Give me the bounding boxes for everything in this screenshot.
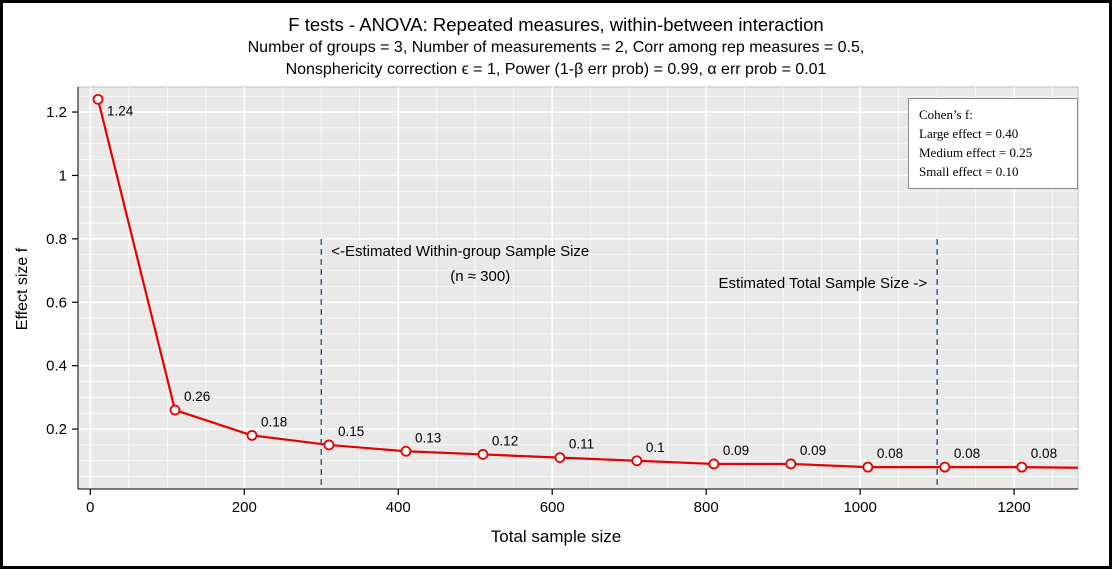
x-tick-label: 400 [386,499,411,516]
data-point-marker [708,458,720,470]
legend-line-medium: Medium effect = 0.25 [919,145,1033,160]
data-point-marker [939,461,951,473]
data-point-label: 0.08 [877,446,903,461]
y-tick-label: 1 [59,167,67,184]
y-tick-label: 0.8 [46,231,67,248]
data-point-marker [400,445,412,457]
data-point-marker [246,430,258,441]
data-point-marker [554,452,566,464]
legend-box: Cohen’s f: Large effect = 0.40 Medium ef… [908,98,1078,189]
data-point-label: 0.09 [800,443,826,458]
data-point-label: 0.1 [646,440,665,455]
chart-subtitle-line2: Nonsphericity correction ϵ = 1, Power (1… [285,61,827,78]
data-point-marker [323,439,335,451]
data-point-label: 0.08 [1031,446,1057,461]
y-tick-label: 0.6 [46,294,67,311]
legend-line-large: Large effect = 0.40 [919,126,1019,141]
data-point-label: 0.09 [723,443,749,458]
y-tick-label: 0.4 [46,358,67,375]
plot-region: 0 200 400 600 800 1000 1200 0.2 0.4 0.6 0.8 1 1.2 1.2… [3,81,1109,565]
data-point-marker [785,458,797,470]
x-axis-label: Total sample size [490,527,622,546]
power-curve [96,99,1079,469]
x-tick-label: 200 [232,499,257,516]
y-tick-label: 0.2 [46,421,67,438]
data-point-marker [862,461,874,473]
data-point-marker [169,404,181,416]
annotation-text: Estimated Total Sample Size -> [719,275,928,292]
y-axis-label: Effect size f [14,247,31,331]
data-point-label: 1.24 [107,103,134,118]
legend-line-small: Small effect = 0.10 [919,164,1019,179]
x-tick-label: 1000 [843,499,876,516]
chart-header: F tests - ANOVA: Repeated measures, with… [3,3,1109,81]
x-tick-label: 800 [694,499,719,516]
data-point-marker [92,93,104,105]
data-point-label: 0.15 [338,424,364,439]
data-point-marker [1016,461,1028,473]
annotation-text: (n ≈ 300) [450,268,510,285]
data-point-marker [477,449,489,460]
legend-title: Cohen’s f: [919,107,973,122]
data-point-label: 0.12 [492,433,518,448]
data-point-label: 0.26 [184,389,210,404]
data-point-label: 0.13 [415,430,441,445]
data-point-label: 0.11 [569,437,594,452]
chart-subtitle-line1: Number of groups = 3, Number of measurem… [247,39,865,56]
x-tick-label: 0 [86,499,94,516]
chart-title: F tests - ANOVA: Repeated measures, with… [288,14,824,35]
data-point-marker [631,455,643,467]
data-point-label: 0.08 [954,446,980,461]
y-tick-label: 1.2 [46,104,67,121]
annotation-text: <-Estimated Within-group Sample Size [331,243,589,260]
x-tick-label: 1200 [997,499,1030,516]
data-point-label: 0.18 [261,414,287,429]
x-tick-label: 600 [540,499,565,516]
